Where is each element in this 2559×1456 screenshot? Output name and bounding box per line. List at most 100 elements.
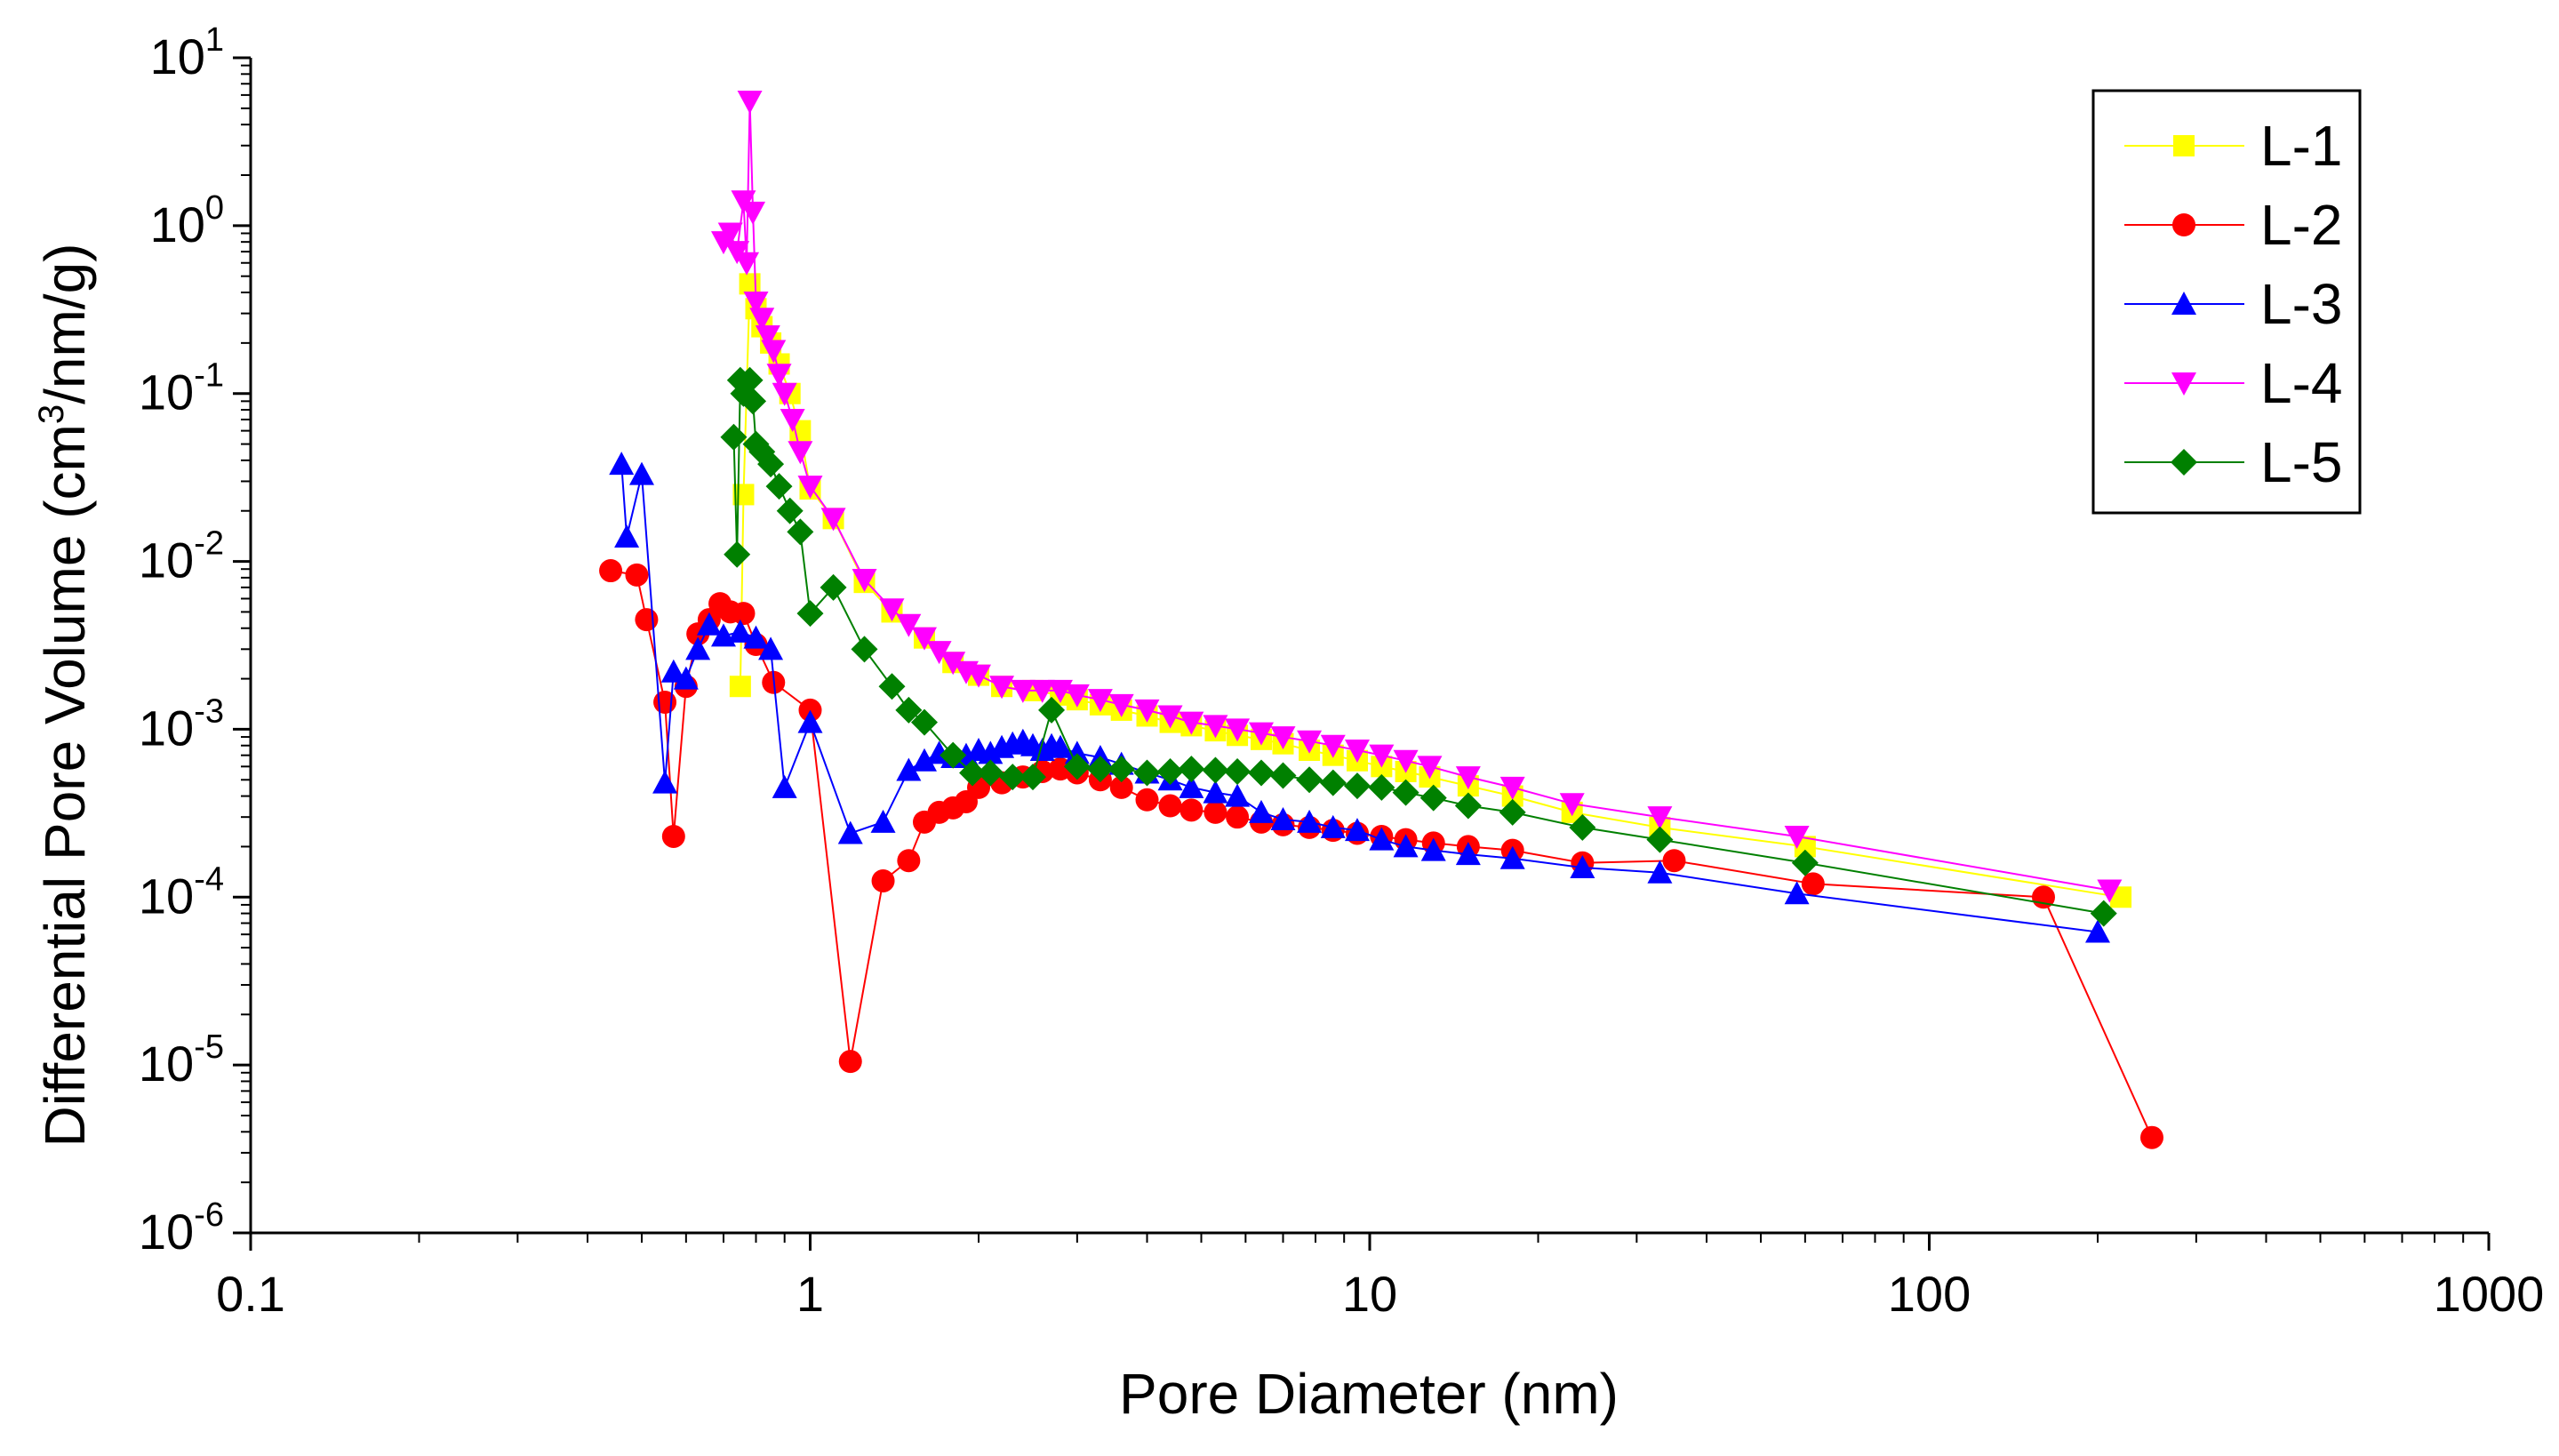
- data-point-l-2: [653, 690, 677, 714]
- legend-label-l-4: L-4: [2260, 351, 2343, 415]
- labels-layer: Pore Diameter (nm) Differential Pore Vol…: [32, 244, 1619, 1427]
- data-point-l-4: [1157, 705, 1183, 729]
- data-point-l-5: [1499, 798, 1526, 826]
- y-tick-exponent: -6: [194, 1196, 224, 1234]
- data-point-l-4: [926, 641, 952, 665]
- data-point-l-3: [1225, 783, 1251, 807]
- legend-marker-l-4: [2171, 372, 2196, 396]
- data-point-l-3: [1420, 837, 1446, 861]
- data-point-l-3: [1047, 734, 1073, 758]
- y-tick-base: 10: [139, 532, 194, 588]
- legend-marker-l-2: [2172, 213, 2195, 236]
- data-point-l-3: [1297, 809, 1323, 833]
- legend-label-l-3: L-3: [2260, 272, 2343, 336]
- data-point-l-4: [1417, 756, 1443, 780]
- y-tick-exponent: -4: [194, 860, 224, 898]
- data-point-l-4: [761, 340, 787, 364]
- y-tick-label: 10-4: [139, 860, 224, 924]
- data-point-l-5: [757, 451, 785, 478]
- data-point-l-3: [1647, 860, 1673, 884]
- y-axis-title-sup: 3: [32, 404, 71, 424]
- y-tick-exponent: -1: [194, 357, 224, 395]
- y-tick-base: 10: [139, 868, 194, 924]
- data-point-l-1: [739, 273, 761, 295]
- data-point-l-5: [776, 497, 804, 524]
- data-point-l-4: [1344, 740, 1370, 764]
- series-l-4: [710, 91, 2123, 903]
- series-line-l-2: [610, 570, 2153, 1139]
- x-tick-label: 1000: [2434, 1266, 2545, 1322]
- data-point-l-3: [896, 757, 922, 781]
- data-point-l-2: [871, 868, 895, 892]
- data-point-l-5: [1343, 772, 1371, 800]
- data-point-l-3: [1248, 799, 1274, 823]
- legend-label-l-5: L-5: [2260, 430, 2343, 494]
- data-point-l-4: [1393, 749, 1419, 773]
- y-axis-title: Differential Pore Volume (cm3/nm/g): [32, 244, 97, 1148]
- legend-marker-l-1: [2173, 135, 2195, 156]
- data-point-l-5: [1419, 784, 1447, 812]
- series-l-5: [720, 366, 2117, 927]
- y-tick-base: 10: [139, 700, 194, 756]
- data-point-l-5: [796, 600, 824, 628]
- data-point-l-2: [838, 1050, 862, 1074]
- data-point-l-2: [1158, 794, 1182, 818]
- data-point-l-3: [1344, 818, 1370, 842]
- data-point-l-3: [1064, 740, 1090, 764]
- data-point-l-4: [1064, 684, 1090, 708]
- data-point-l-4: [1369, 744, 1395, 768]
- data-point-l-3: [1179, 774, 1204, 798]
- data-point-l-3: [1455, 842, 1481, 866]
- data-point-l-4: [1134, 699, 1160, 723]
- data-point-l-5: [1178, 756, 1205, 783]
- data-point-l-5: [1791, 849, 1819, 876]
- data-point-l-4: [788, 441, 813, 465]
- y-axis-title-tail: /nm/g): [33, 244, 97, 404]
- data-point-l-3: [870, 809, 896, 833]
- data-point-l-5: [959, 759, 987, 787]
- data-point-l-5: [1224, 757, 1252, 785]
- data-point-l-3: [2084, 919, 2110, 943]
- data-point-l-3: [652, 770, 678, 794]
- y-tick-label: 10-3: [139, 692, 224, 756]
- data-point-l-5: [851, 636, 878, 663]
- data-point-l-2: [1226, 805, 1250, 829]
- data-point-l-5: [787, 518, 814, 546]
- y-tick-label: 10-6: [139, 1196, 224, 1260]
- data-point-l-5: [1569, 813, 1596, 841]
- data-point-l-4: [1203, 715, 1228, 739]
- data-point-l-4: [1297, 730, 1323, 754]
- data-point-l-3: [1320, 814, 1346, 838]
- y-tick-label: 10-5: [139, 1028, 224, 1092]
- data-point-l-5: [765, 473, 793, 500]
- data-point-l-4: [1320, 734, 1346, 758]
- data-point-l-3: [797, 709, 823, 733]
- legend-marker-l-3: [2171, 292, 2196, 315]
- data-point-l-5: [736, 366, 764, 394]
- legend-label-l-2: L-2: [2260, 193, 2343, 257]
- data-point-l-2: [1204, 800, 1228, 824]
- data-point-l-5: [1296, 766, 1323, 794]
- data-point-l-3: [1393, 834, 1419, 858]
- data-point-l-3: [1203, 780, 1228, 804]
- data-point-l-5: [1063, 753, 1091, 780]
- data-point-l-2: [661, 824, 685, 848]
- data-point-l-4: [911, 627, 937, 651]
- data-point-l-5: [1454, 792, 1482, 820]
- data-point-l-4: [755, 325, 780, 349]
- data-point-l-4: [1010, 679, 1036, 703]
- data-point-l-4: [1087, 689, 1113, 713]
- data-point-l-4: [820, 508, 846, 532]
- data-point-l-4: [1108, 693, 1134, 717]
- data-point-l-5: [1020, 764, 1047, 791]
- data-point-l-3: [614, 524, 640, 548]
- data-point-l-3: [978, 740, 1004, 764]
- data-point-l-3: [1270, 806, 1296, 830]
- data-point-l-3: [1369, 827, 1395, 851]
- data-point-l-3: [685, 636, 711, 660]
- data-point-l-4: [852, 568, 877, 592]
- data-point-l-4: [737, 91, 763, 115]
- data-point-l-5: [940, 741, 967, 769]
- data-point-l-1: [729, 676, 751, 698]
